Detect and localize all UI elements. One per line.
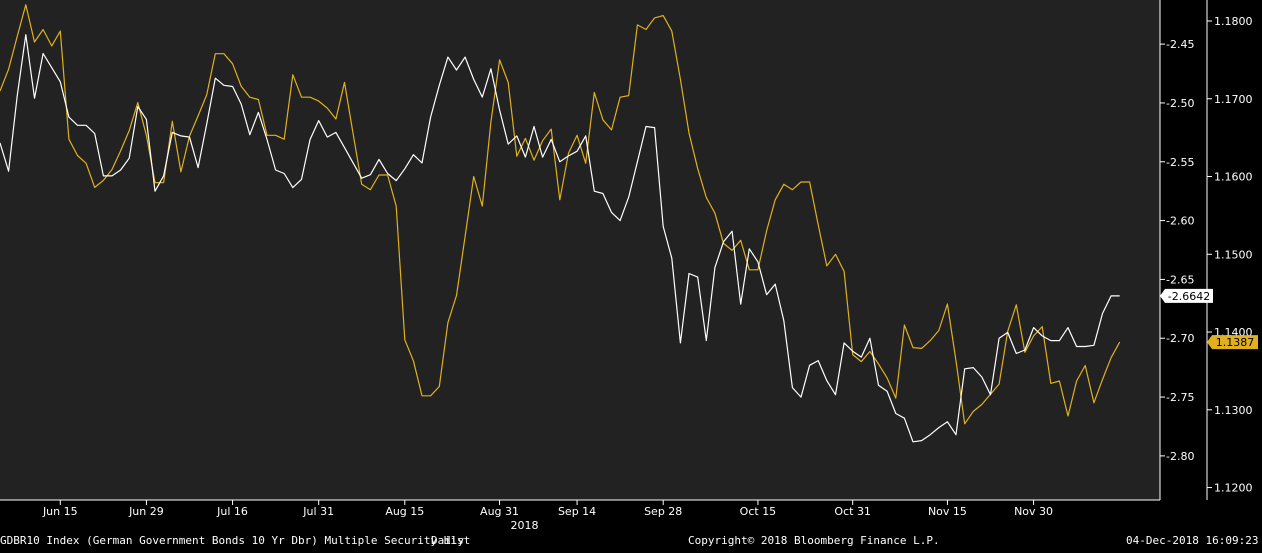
x-tick-label: Nov 30 xyxy=(1014,505,1053,518)
outer-y-tick-label: 1.1600 xyxy=(1214,171,1253,184)
last-value-label: -2.6642 xyxy=(1168,290,1210,303)
inner-y-tick-label: -2.55 xyxy=(1166,156,1194,169)
x-tick-label: Oct 31 xyxy=(834,505,871,518)
inner-y-tick-label: -2.60 xyxy=(1166,215,1194,228)
x-tick-label: Sep 14 xyxy=(558,505,596,518)
x-tick-label: Jun 29 xyxy=(128,505,164,518)
inner-y-tick-label: -2.45 xyxy=(1166,38,1194,51)
x-tick-label: Aug 15 xyxy=(385,505,424,518)
last-value-labels: -2.6642 1.1387 xyxy=(1160,288,1258,350)
series-lines xyxy=(0,4,1121,443)
outer-y-tick-label: 1.1200 xyxy=(1214,482,1253,495)
last-value-badge-bg xyxy=(1160,288,1213,303)
last-value-badge-bg xyxy=(1207,335,1258,350)
outer-y-tick-label: 1.1700 xyxy=(1214,93,1253,106)
plot-background xyxy=(0,0,1160,500)
inner-y-tick-label: -2.75 xyxy=(1166,391,1194,404)
inner-y-tick-label: -2.65 xyxy=(1166,273,1194,286)
x-tick-label: Sep 28 xyxy=(644,505,682,518)
security-description: GDBR10 Index (German Government Bonds 10… xyxy=(0,534,471,547)
x-tick-label: Nov 15 xyxy=(928,505,967,518)
chart-footer: GDBR10 Index (German Government Bonds 10… xyxy=(0,533,1262,549)
gold-last-value-badge: 1.1387 xyxy=(1207,335,1258,350)
x-tick-label: Aug 31 xyxy=(480,505,519,518)
white-series-line xyxy=(0,34,1120,443)
copyright-text: Copyright© 2018 Bloomberg Finance L.P. xyxy=(688,534,940,547)
x-tick-label: Jul 31 xyxy=(302,505,334,518)
frequency-label: Daily xyxy=(431,534,465,547)
outer-y-tick-label: 1.1500 xyxy=(1214,248,1253,261)
x-tick-label: Jun 15 xyxy=(42,505,78,518)
year-label: 2018 xyxy=(511,519,539,532)
last-value-label: 1.1387 xyxy=(1216,336,1255,349)
inner-y-tick-label: -2.70 xyxy=(1166,332,1194,345)
outer-y-tick-label: 1.1800 xyxy=(1214,15,1253,28)
outer-y-tick-label: 1.1300 xyxy=(1214,404,1253,417)
x-tick-label: Jul 16 xyxy=(216,505,248,518)
axis-ticks: -2.45 -2.50 -2.55 -2.60 -2.65 -2.70 -2.75 -2.80… xyxy=(0,0,1253,532)
gold-series-line xyxy=(0,4,1121,425)
white-last-value-badge: -2.6642 xyxy=(1160,288,1213,303)
x-tick-label: Oct 15 xyxy=(740,505,777,518)
inner-y-tick-label: -2.80 xyxy=(1166,450,1194,463)
timestamp: 04-Dec-2018 16:09:23 xyxy=(1126,534,1259,547)
inner-y-tick-label: -2.50 xyxy=(1166,97,1194,110)
